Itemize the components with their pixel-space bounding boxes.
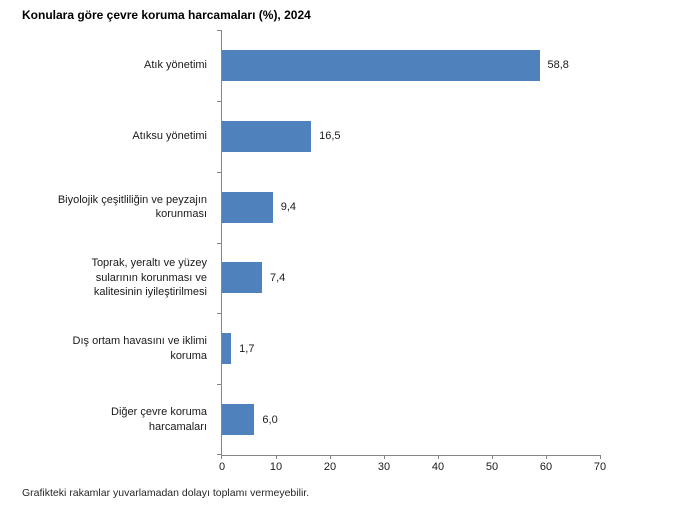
y-axis-tick — [217, 243, 221, 244]
category-label: Atıksu yönetimi — [132, 130, 207, 143]
bar — [222, 120, 312, 152]
x-axis-tick-label: 40 — [431, 461, 445, 473]
y-axis-tick — [217, 30, 221, 31]
x-axis-tick — [492, 455, 493, 459]
y-axis-line — [221, 30, 222, 456]
x-axis-tick-label: 50 — [485, 461, 499, 473]
x-axis-tick — [276, 455, 277, 459]
category-label: Dış ortam havasını ve iklimi koruma — [72, 335, 207, 362]
y-axis-tick — [217, 101, 221, 102]
x-axis-tick — [384, 455, 385, 459]
x-axis-tick-label: 0 — [218, 461, 226, 473]
x-axis-tick — [546, 455, 547, 459]
value-label: 6,0 — [262, 413, 278, 426]
category-label: Atık yönetimi — [144, 59, 207, 72]
value-label: 1,7 — [239, 342, 255, 355]
x-axis-tick-label: 10 — [269, 461, 283, 473]
category-axis-labels: Atık yönetimi Atıksu yönetimi Biyolojik çe… — [0, 30, 214, 455]
x-axis-tick — [438, 455, 439, 459]
y-axis-tick — [217, 172, 221, 173]
footnote: Grafikteki rakamlar yuvarlamadan dolayı … — [22, 487, 310, 499]
y-axis-tick — [217, 454, 221, 455]
category-label: Toprak, yeraltı ve yüzey sularının korun… — [91, 257, 207, 299]
bar — [222, 333, 232, 365]
x-axis-line — [221, 455, 601, 456]
bar — [222, 49, 540, 81]
x-axis-tick — [600, 455, 601, 459]
value-label: 58,8 — [547, 59, 569, 72]
plot-area: 58,8 16,5 9,4 7,4 1,7 6,0 0 10 20 30 40 50 60 70 — [217, 30, 606, 473]
x-axis-tick-label: 20 — [323, 461, 337, 473]
bar — [222, 191, 273, 223]
value-label: 9,4 — [280, 201, 297, 214]
x-axis-tick — [221, 455, 222, 459]
bar — [222, 262, 262, 294]
y-axis-tick — [217, 313, 221, 314]
category-label: Diğer çevre koruma harcamaları — [111, 406, 207, 433]
value-label: 16,5 — [319, 130, 341, 143]
bar — [222, 404, 255, 436]
x-axis-tick — [330, 455, 331, 459]
y-axis-tick — [217, 384, 221, 385]
chart-title: Konulara göre çevre koruma harcamaları (… — [22, 8, 311, 22]
x-axis-tick-label: 30 — [377, 461, 391, 473]
value-label: 7,4 — [269, 271, 286, 284]
x-axis-tick-label: 70 — [593, 461, 607, 473]
category-label: Biyolojik çeşitliliğin ve peyzajın korun… — [57, 193, 207, 221]
x-axis-tick-label: 60 — [539, 461, 553, 473]
